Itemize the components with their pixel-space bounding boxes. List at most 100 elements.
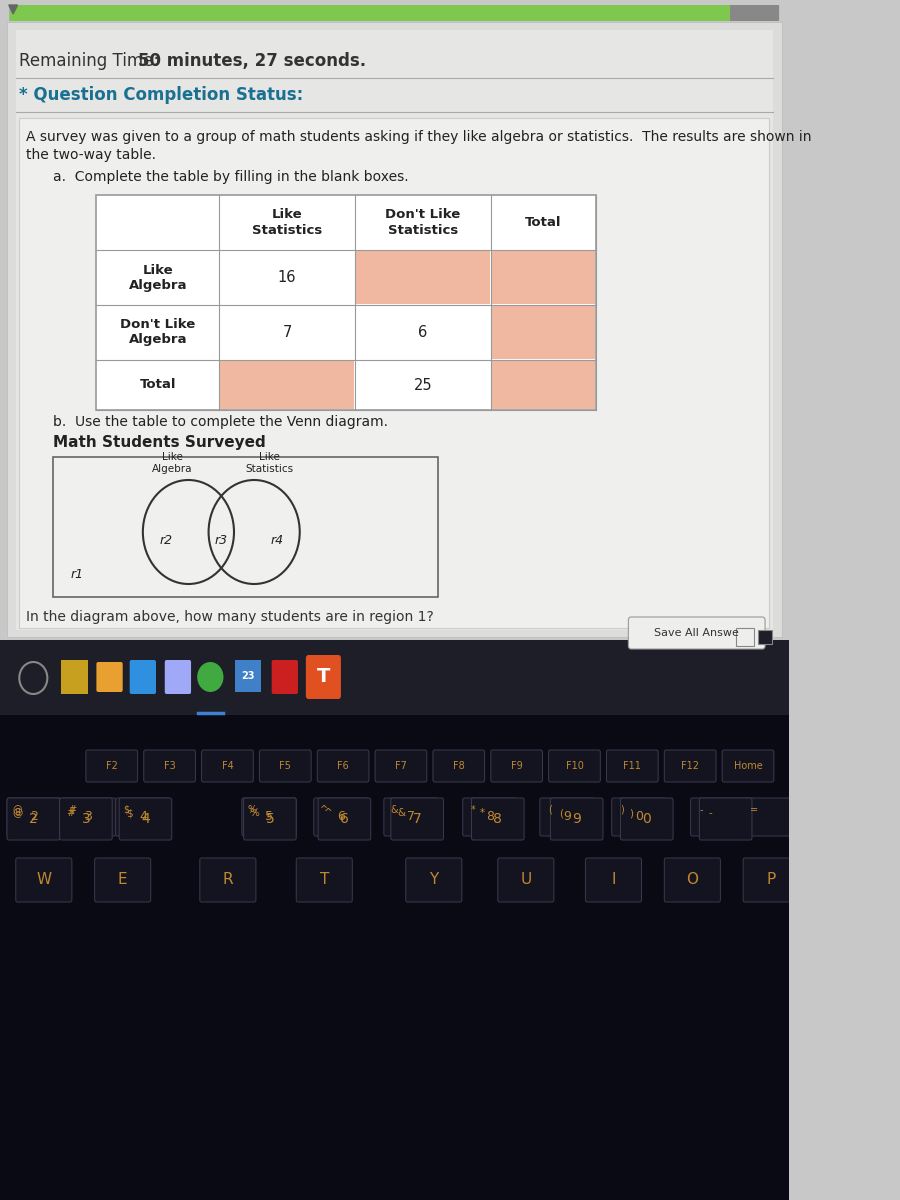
FancyBboxPatch shape xyxy=(10,5,779,20)
Text: 6: 6 xyxy=(418,325,427,340)
Text: -: - xyxy=(699,805,703,815)
FancyBboxPatch shape xyxy=(375,750,427,782)
FancyBboxPatch shape xyxy=(220,361,354,409)
Text: Save All Answe: Save All Answe xyxy=(654,628,739,638)
Text: -: - xyxy=(708,808,712,818)
FancyBboxPatch shape xyxy=(244,798,296,840)
Text: 16: 16 xyxy=(278,270,296,284)
FancyBboxPatch shape xyxy=(7,798,61,836)
Polygon shape xyxy=(9,5,17,14)
Text: 4: 4 xyxy=(141,812,150,826)
Text: 2: 2 xyxy=(29,812,38,826)
FancyBboxPatch shape xyxy=(259,750,311,782)
Text: 8: 8 xyxy=(493,812,502,826)
Text: r1: r1 xyxy=(70,569,84,582)
FancyBboxPatch shape xyxy=(318,750,369,782)
Text: @: @ xyxy=(13,805,22,815)
Text: F7: F7 xyxy=(395,761,407,770)
Text: 25: 25 xyxy=(413,378,432,392)
FancyBboxPatch shape xyxy=(758,630,772,644)
Text: 3: 3 xyxy=(82,812,90,826)
Text: 9: 9 xyxy=(563,810,571,823)
FancyBboxPatch shape xyxy=(491,361,595,409)
Text: Home: Home xyxy=(734,761,762,770)
Text: r4: r4 xyxy=(270,534,284,546)
Text: F6: F6 xyxy=(338,761,349,770)
Text: F8: F8 xyxy=(453,761,464,770)
FancyBboxPatch shape xyxy=(296,858,352,902)
FancyBboxPatch shape xyxy=(7,798,59,840)
FancyBboxPatch shape xyxy=(144,750,195,782)
FancyBboxPatch shape xyxy=(202,750,253,782)
FancyBboxPatch shape xyxy=(165,660,191,694)
FancyBboxPatch shape xyxy=(96,194,596,410)
FancyBboxPatch shape xyxy=(61,798,116,836)
Text: 9: 9 xyxy=(572,812,581,826)
Text: F2: F2 xyxy=(106,761,118,770)
FancyBboxPatch shape xyxy=(612,798,666,836)
FancyBboxPatch shape xyxy=(94,858,150,902)
Text: R: R xyxy=(222,872,233,888)
Text: F12: F12 xyxy=(681,761,699,770)
Text: b.  Use the table to complete the Venn diagram.: b. Use the table to complete the Venn di… xyxy=(52,415,388,428)
FancyBboxPatch shape xyxy=(472,798,524,840)
Text: the two-way table.: the two-way table. xyxy=(26,148,157,162)
Text: Like
Algebra: Like Algebra xyxy=(129,264,187,292)
Text: Don't Like
Statistics: Don't Like Statistics xyxy=(385,209,461,236)
FancyBboxPatch shape xyxy=(0,715,788,1200)
FancyBboxPatch shape xyxy=(306,655,341,698)
Text: Total: Total xyxy=(140,378,176,391)
FancyBboxPatch shape xyxy=(200,858,256,902)
Text: 8: 8 xyxy=(486,810,494,823)
Text: Remaining Time:: Remaining Time: xyxy=(19,52,165,70)
Text: ): ) xyxy=(629,808,633,818)
Text: r2: r2 xyxy=(159,534,172,546)
Text: I: I xyxy=(611,872,616,888)
Text: 3: 3 xyxy=(85,810,93,823)
Text: Total: Total xyxy=(525,216,562,229)
Text: #: # xyxy=(68,805,76,815)
FancyBboxPatch shape xyxy=(540,798,594,836)
FancyBboxPatch shape xyxy=(743,798,797,836)
Text: 50 minutes, 27 seconds.: 50 minutes, 27 seconds. xyxy=(139,52,366,70)
Text: $: $ xyxy=(126,808,133,818)
FancyBboxPatch shape xyxy=(86,750,138,782)
FancyBboxPatch shape xyxy=(620,798,673,840)
FancyBboxPatch shape xyxy=(491,306,595,359)
FancyBboxPatch shape xyxy=(699,798,752,840)
Text: 0: 0 xyxy=(643,812,652,826)
Text: a.  Complete the table by filling in the blank boxes.: a. Complete the table by filling in the … xyxy=(52,170,409,184)
FancyBboxPatch shape xyxy=(318,798,371,840)
Text: &: & xyxy=(391,805,398,815)
FancyBboxPatch shape xyxy=(235,660,261,692)
FancyBboxPatch shape xyxy=(498,858,554,902)
FancyBboxPatch shape xyxy=(356,251,490,304)
FancyBboxPatch shape xyxy=(664,858,720,902)
FancyBboxPatch shape xyxy=(664,750,716,782)
FancyBboxPatch shape xyxy=(585,858,642,902)
Text: *: * xyxy=(480,808,484,818)
FancyBboxPatch shape xyxy=(16,30,773,630)
Text: F5: F5 xyxy=(279,761,292,770)
Text: Like
Statistics: Like Statistics xyxy=(246,452,294,474)
Text: Y: Y xyxy=(429,872,438,888)
Text: %: % xyxy=(248,805,257,815)
Text: Don't Like
Algebra: Don't Like Algebra xyxy=(120,318,195,347)
FancyBboxPatch shape xyxy=(406,858,462,902)
FancyBboxPatch shape xyxy=(549,750,600,782)
Text: 2: 2 xyxy=(31,810,38,823)
FancyBboxPatch shape xyxy=(52,457,438,596)
Text: (: ( xyxy=(548,805,553,815)
FancyBboxPatch shape xyxy=(61,660,87,694)
Text: ^: ^ xyxy=(320,805,328,815)
FancyBboxPatch shape xyxy=(119,798,172,840)
Text: * Question Completion Status:: * Question Completion Status: xyxy=(19,86,303,104)
Text: ^: ^ xyxy=(324,808,333,818)
FancyBboxPatch shape xyxy=(433,750,484,782)
FancyBboxPatch shape xyxy=(628,617,765,649)
Text: =: = xyxy=(750,805,758,815)
Text: 7: 7 xyxy=(413,812,421,826)
FancyBboxPatch shape xyxy=(272,660,298,694)
Text: 23: 23 xyxy=(241,671,255,680)
FancyBboxPatch shape xyxy=(130,660,156,694)
